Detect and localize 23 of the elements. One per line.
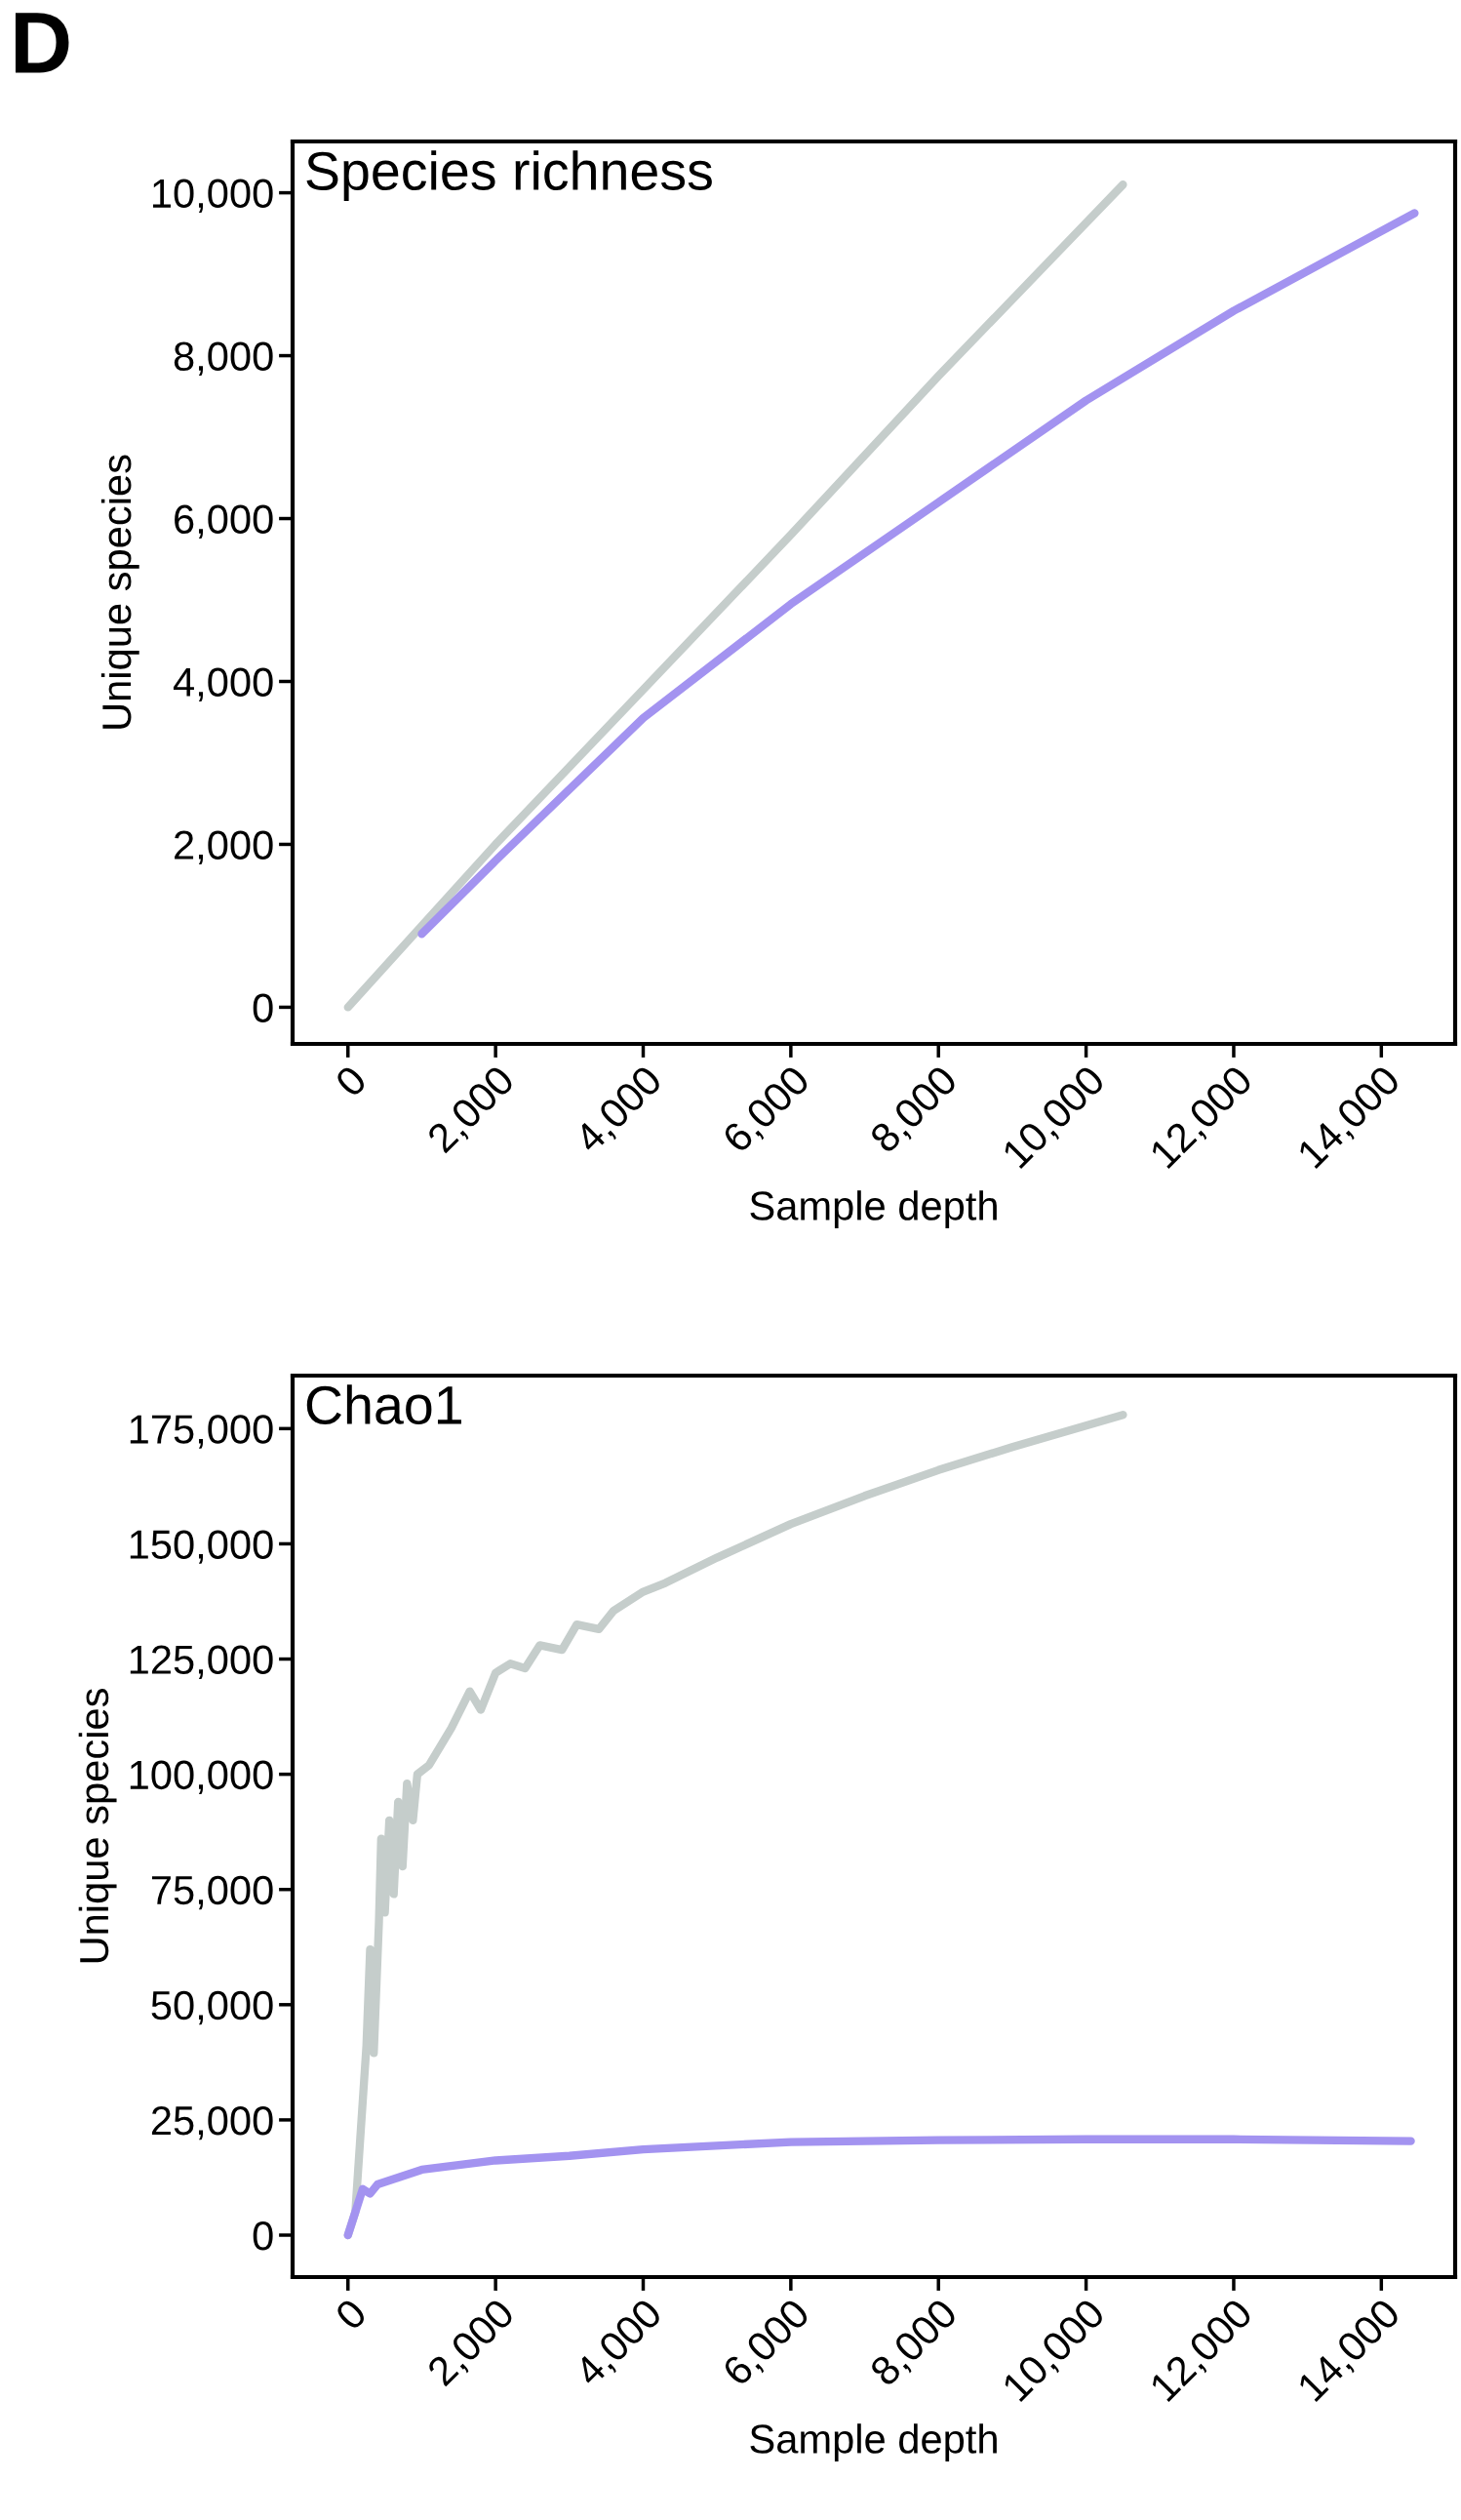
x-tick-label: 0 — [334, 2297, 369, 2332]
x-axis-title: Sample depth — [750, 2423, 997, 2462]
y-tick-label: 4,000 — [173, 667, 273, 701]
x-axis-title: Sample depth — [750, 1190, 997, 1229]
y-tick-label: 50,000 — [151, 1990, 273, 2025]
y-tick-label: 2,000 — [175, 830, 273, 864]
y-tick-label: 75,000 — [151, 1875, 273, 1910]
y-tick-label: 125,000 — [130, 1645, 273, 1679]
y-tick-label: 100,000 — [130, 1760, 273, 1795]
y-tick-label: 0 — [253, 993, 273, 1022]
y-tick-label: 175,000 — [130, 1415, 273, 1449]
chart-title: Species richness — [306, 150, 712, 202]
y-tick-label: 6,000 — [175, 504, 273, 539]
chart-title: Chao1 — [306, 1384, 461, 1425]
y-tick-label: 150,000 — [130, 1530, 273, 1564]
y-axis-title: Unique species — [78, 1689, 117, 1963]
y-tick-label: 8,000 — [174, 341, 273, 376]
x-tick-label: 0 — [334, 1063, 369, 1099]
y-axis-title: Unique species — [100, 455, 139, 729]
y-tick-label: 10,000 — [153, 179, 273, 214]
y-tick-label: 0 — [253, 2221, 273, 2251]
text: D — [15, 13, 69, 73]
y-tick-label: 25,000 — [151, 2105, 273, 2140]
